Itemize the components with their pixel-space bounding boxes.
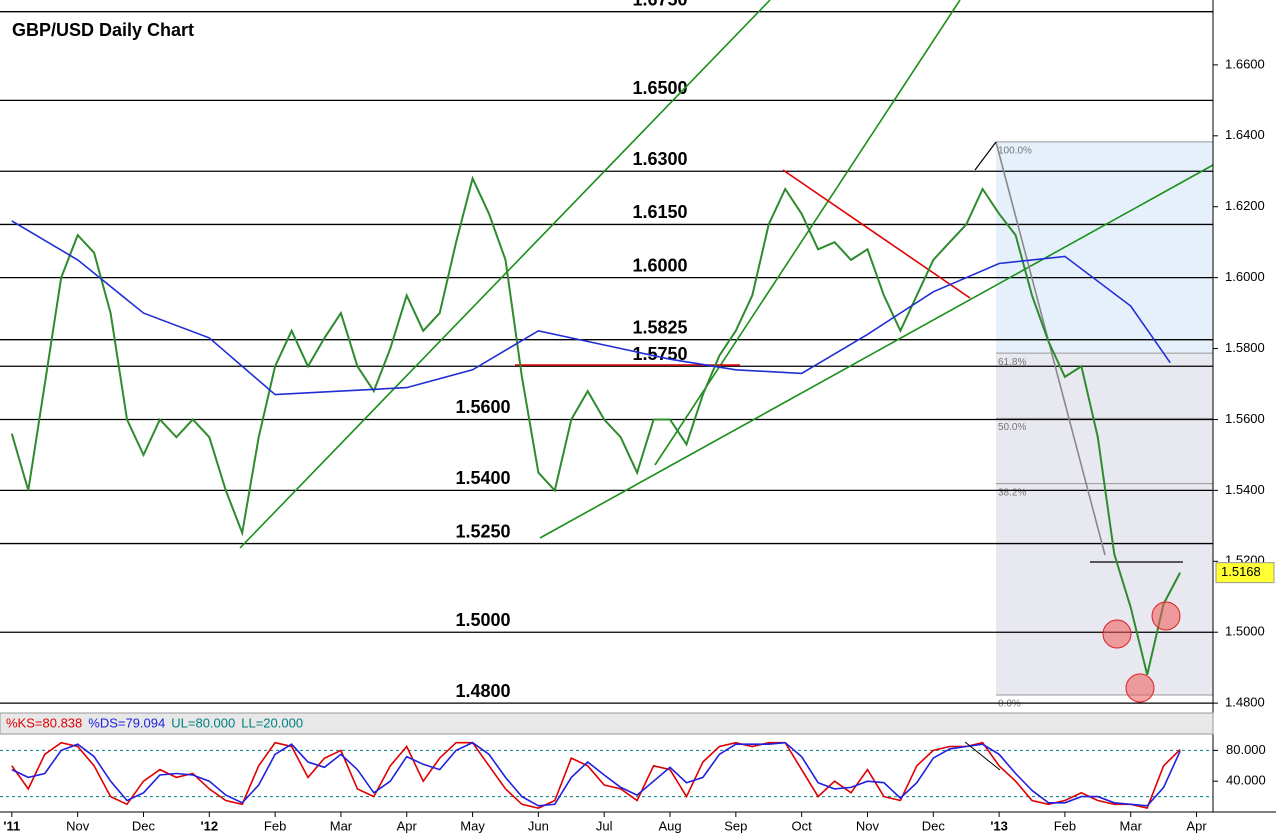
level-label: 1.5400 — [455, 468, 510, 488]
fib-label: 0.0% — [998, 699, 1021, 710]
y-tick-label: 1.6400 — [1225, 127, 1265, 142]
y-tick-label: 1.6000 — [1225, 269, 1265, 284]
y-tick-label: 1.4800 — [1225, 695, 1265, 710]
x-tick-label: Dec — [922, 818, 946, 833]
fib-zone-lower — [996, 353, 1213, 695]
level-label: 1.5250 — [455, 521, 510, 541]
level-label: 1.6500 — [632, 78, 687, 98]
level-label: 1.6150 — [632, 202, 687, 222]
moving-average — [11, 220, 1171, 396]
trendline — [964, 741, 1001, 771]
trendline — [654, 0, 961, 466]
x-tick-label: Mar — [1120, 818, 1143, 833]
indicator-label: %DS=79.094 — [88, 715, 165, 730]
indicator-header — [0, 712, 1214, 735]
fib-zone-upper — [996, 142, 1213, 353]
x-tick-label: May — [460, 818, 485, 833]
x-tick-label: Feb — [1054, 818, 1076, 833]
price-line — [10, 175, 1181, 676]
price-axis — [1213, 0, 1276, 837]
x-tick-label: Aug — [658, 818, 681, 833]
last-price-label: 1.5168 — [1221, 564, 1261, 579]
x-tick-label: '13 — [990, 818, 1008, 833]
level-label: 1.6000 — [632, 255, 687, 275]
y-tick-label: 1.5400 — [1225, 482, 1265, 497]
x-tick-label: Sep — [724, 818, 747, 833]
x-tick-label: Feb — [264, 818, 286, 833]
fib-label: 100.0% — [998, 145, 1032, 156]
y-tick-label: 1.5600 — [1225, 411, 1265, 426]
fib-line — [995, 141, 1106, 556]
level-label: 1.4800 — [455, 681, 510, 701]
x-tick-label: Apr — [397, 818, 418, 833]
trendline — [782, 169, 971, 299]
y-tick-label: 1.6200 — [1225, 198, 1265, 213]
trendline — [239, 0, 771, 549]
y-tick-label: 1.5800 — [1225, 340, 1265, 355]
indicator-label: LL=20.000 — [241, 715, 303, 730]
y-tick-label: 40.000 — [1226, 773, 1266, 788]
last-price-box — [1215, 562, 1275, 584]
trendline — [974, 141, 997, 171]
y-tick-label: 1.6600 — [1225, 56, 1265, 71]
x-tick-label: Nov — [856, 818, 880, 833]
x-tick-label: Jun — [528, 818, 549, 833]
x-tick-label: Apr — [1186, 818, 1207, 833]
level-label: 1.5000 — [455, 610, 510, 630]
x-tick-label: Jul — [596, 818, 613, 833]
highlight-circle — [1125, 673, 1155, 703]
indicator-label: UL=80.000 — [171, 715, 235, 730]
level-label: 1.5600 — [455, 397, 510, 417]
fib-label: 61.8% — [998, 357, 1026, 368]
y-tick-label: 1.5000 — [1225, 624, 1265, 639]
highlight-circle — [1102, 619, 1132, 649]
x-tick-label: Dec — [132, 818, 156, 833]
indicator-label: %KS=80.838 — [6, 715, 82, 730]
x-tick-label: Nov — [66, 818, 90, 833]
highlight-circle — [1151, 601, 1181, 631]
stochastic-line — [11, 741, 1181, 810]
level-label: 1.6750 — [632, 0, 687, 9]
level-label: 1.6300 — [632, 149, 687, 169]
trendline — [539, 164, 1214, 539]
chart-title: GBP/USD Daily Chart — [12, 20, 194, 40]
x-tick-label: '11 — [3, 818, 20, 833]
x-tick-label: '12 — [201, 818, 219, 833]
level-label: 1.5825 — [632, 317, 687, 337]
y-tick-label: 80.000 — [1226, 742, 1266, 757]
x-tick-label: Mar — [330, 818, 353, 833]
fib-label: 50.0% — [998, 422, 1026, 433]
fib-label: 38.2% — [998, 487, 1026, 498]
x-tick-label: Oct — [792, 818, 813, 833]
stochastic-line — [11, 741, 1181, 807]
